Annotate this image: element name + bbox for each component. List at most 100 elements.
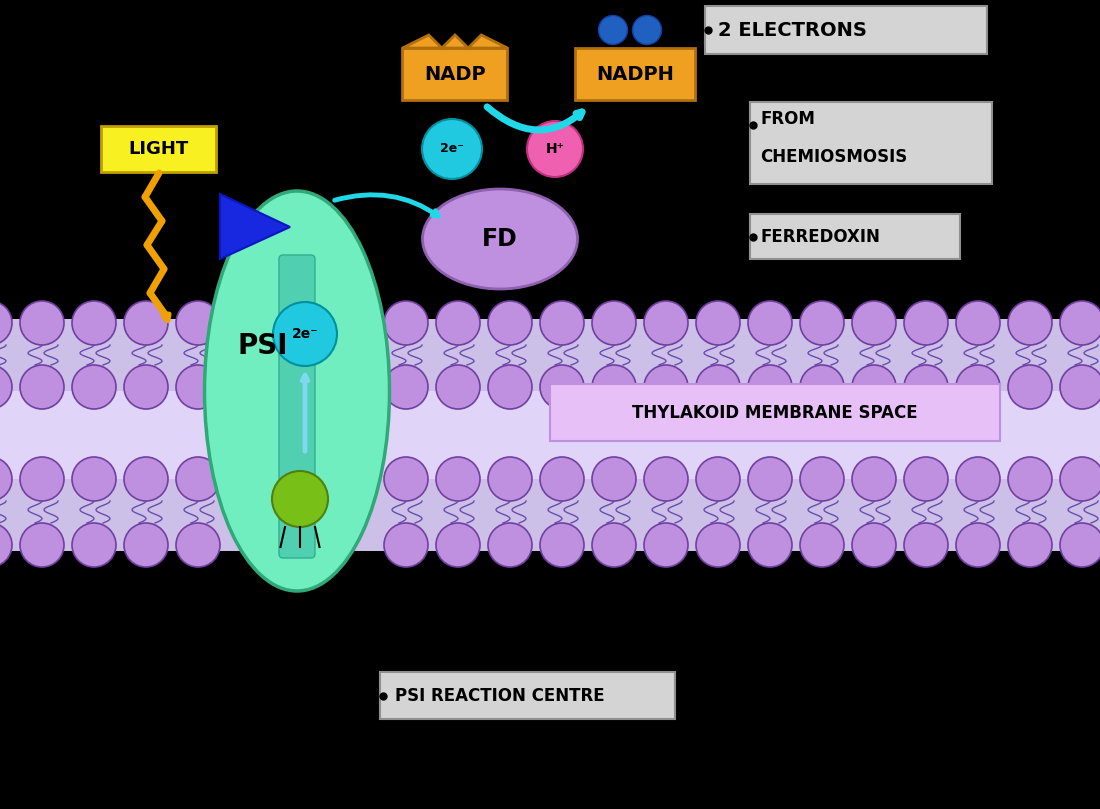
FancyBboxPatch shape bbox=[575, 48, 695, 100]
Text: LIGHT: LIGHT bbox=[128, 140, 188, 158]
Circle shape bbox=[72, 365, 116, 409]
Circle shape bbox=[124, 457, 168, 501]
Circle shape bbox=[124, 301, 168, 345]
FancyBboxPatch shape bbox=[403, 48, 507, 100]
Circle shape bbox=[644, 301, 688, 345]
FancyBboxPatch shape bbox=[279, 255, 315, 558]
Circle shape bbox=[540, 457, 584, 501]
Polygon shape bbox=[220, 194, 290, 259]
Circle shape bbox=[488, 457, 532, 501]
Circle shape bbox=[904, 457, 948, 501]
Circle shape bbox=[20, 457, 64, 501]
FancyBboxPatch shape bbox=[550, 384, 1000, 441]
Circle shape bbox=[176, 301, 220, 345]
Circle shape bbox=[20, 365, 64, 409]
Circle shape bbox=[540, 523, 584, 567]
Circle shape bbox=[1008, 457, 1052, 501]
FancyBboxPatch shape bbox=[705, 6, 987, 54]
Circle shape bbox=[422, 119, 482, 179]
Circle shape bbox=[436, 365, 480, 409]
Circle shape bbox=[72, 523, 116, 567]
Circle shape bbox=[540, 301, 584, 345]
Circle shape bbox=[1008, 365, 1052, 409]
Circle shape bbox=[598, 15, 627, 44]
Polygon shape bbox=[403, 35, 507, 48]
Circle shape bbox=[904, 301, 948, 345]
Circle shape bbox=[1060, 365, 1100, 409]
Circle shape bbox=[748, 523, 792, 567]
Circle shape bbox=[124, 523, 168, 567]
FancyBboxPatch shape bbox=[0, 319, 1100, 391]
Circle shape bbox=[488, 301, 532, 345]
Circle shape bbox=[176, 523, 220, 567]
Circle shape bbox=[527, 121, 583, 177]
Text: NADP: NADP bbox=[425, 65, 486, 83]
Circle shape bbox=[0, 365, 12, 409]
Text: PSI REACTION CENTRE: PSI REACTION CENTRE bbox=[395, 687, 605, 705]
Circle shape bbox=[1008, 301, 1052, 345]
FancyBboxPatch shape bbox=[100, 126, 216, 172]
Circle shape bbox=[696, 523, 740, 567]
Circle shape bbox=[436, 457, 480, 501]
Circle shape bbox=[956, 457, 1000, 501]
FancyBboxPatch shape bbox=[750, 214, 960, 259]
Circle shape bbox=[696, 457, 740, 501]
Circle shape bbox=[632, 15, 661, 44]
Circle shape bbox=[696, 301, 740, 345]
Circle shape bbox=[384, 365, 428, 409]
Circle shape bbox=[72, 301, 116, 345]
Circle shape bbox=[592, 301, 636, 345]
Circle shape bbox=[644, 365, 688, 409]
Circle shape bbox=[273, 302, 337, 366]
Circle shape bbox=[852, 457, 896, 501]
Text: THYLAKOID MEMBRANE SPACE: THYLAKOID MEMBRANE SPACE bbox=[632, 404, 917, 422]
Circle shape bbox=[176, 365, 220, 409]
Circle shape bbox=[384, 523, 428, 567]
Circle shape bbox=[748, 457, 792, 501]
FancyBboxPatch shape bbox=[0, 479, 1100, 551]
Circle shape bbox=[956, 523, 1000, 567]
Circle shape bbox=[852, 301, 896, 345]
FancyBboxPatch shape bbox=[750, 102, 992, 184]
Circle shape bbox=[436, 523, 480, 567]
Circle shape bbox=[644, 457, 688, 501]
Circle shape bbox=[852, 365, 896, 409]
Circle shape bbox=[1008, 523, 1052, 567]
Circle shape bbox=[384, 457, 428, 501]
Circle shape bbox=[488, 365, 532, 409]
Text: H⁺: H⁺ bbox=[546, 142, 564, 156]
Circle shape bbox=[644, 523, 688, 567]
Text: 2e⁻: 2e⁻ bbox=[440, 142, 464, 155]
FancyBboxPatch shape bbox=[0, 391, 1100, 479]
Circle shape bbox=[540, 365, 584, 409]
Circle shape bbox=[436, 301, 480, 345]
Circle shape bbox=[0, 523, 12, 567]
Circle shape bbox=[800, 523, 844, 567]
Text: FROM: FROM bbox=[760, 110, 815, 128]
Circle shape bbox=[1060, 457, 1100, 501]
Text: CHEMIOSMOSIS: CHEMIOSMOSIS bbox=[760, 148, 907, 166]
Circle shape bbox=[748, 365, 792, 409]
FancyBboxPatch shape bbox=[379, 672, 675, 719]
Ellipse shape bbox=[422, 189, 578, 289]
Circle shape bbox=[592, 365, 636, 409]
Circle shape bbox=[592, 523, 636, 567]
Circle shape bbox=[488, 523, 532, 567]
Circle shape bbox=[904, 365, 948, 409]
Circle shape bbox=[956, 301, 1000, 345]
Circle shape bbox=[904, 523, 948, 567]
Text: NADPH: NADPH bbox=[596, 65, 674, 83]
Circle shape bbox=[956, 365, 1000, 409]
Circle shape bbox=[176, 457, 220, 501]
Text: 2 ELECTRONS: 2 ELECTRONS bbox=[718, 20, 867, 40]
Text: FD: FD bbox=[482, 227, 518, 251]
Text: PSI: PSI bbox=[238, 332, 288, 360]
Text: 2e⁻: 2e⁻ bbox=[292, 327, 318, 341]
Circle shape bbox=[0, 301, 12, 345]
Circle shape bbox=[800, 457, 844, 501]
Circle shape bbox=[1060, 523, 1100, 567]
Circle shape bbox=[800, 365, 844, 409]
Circle shape bbox=[272, 471, 328, 527]
Circle shape bbox=[384, 301, 428, 345]
Circle shape bbox=[72, 457, 116, 501]
